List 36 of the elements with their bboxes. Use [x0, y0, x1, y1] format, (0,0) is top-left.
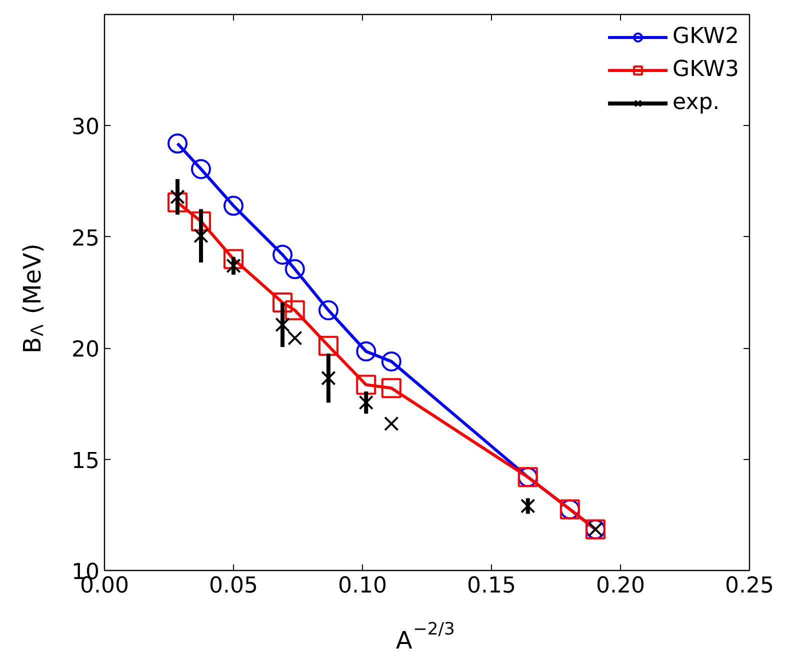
point [318, 300, 338, 320]
point [321, 370, 336, 386]
point [284, 259, 305, 280]
x-tick-label: 0.25 [725, 574, 774, 598]
point [358, 395, 374, 410]
point [384, 416, 399, 432]
point [381, 378, 402, 398]
y-tick-label: 25 [72, 226, 100, 252]
point [272, 244, 293, 265]
point [381, 351, 402, 372]
legend-label: GKW2 [672, 24, 739, 49]
point [318, 336, 338, 356]
x-tick-label: 0.15 [467, 574, 516, 598]
point [190, 159, 211, 180]
y-tick-label: 15 [72, 448, 100, 474]
point [288, 330, 302, 346]
point [272, 292, 293, 313]
point [190, 211, 211, 232]
point [275, 317, 290, 332]
point [194, 228, 208, 244]
point [520, 498, 536, 514]
y-tick-label: 20 [72, 338, 100, 363]
x-tick-label: 0.10 [338, 574, 387, 598]
x-tick-label: 0.20 [596, 574, 645, 598]
point [356, 374, 376, 395]
legend-label: GKW3 [672, 57, 739, 82]
y-axis-title: BΛ (MeV) [18, 244, 48, 354]
point [224, 249, 244, 270]
y-tick-label: 30 [72, 115, 100, 140]
point [284, 300, 305, 320]
x-tick-label: 0.05 [209, 574, 258, 598]
point [168, 192, 188, 212]
point [356, 341, 376, 362]
point [168, 134, 188, 154]
point [224, 196, 244, 216]
legend-label: exp. [672, 90, 720, 115]
